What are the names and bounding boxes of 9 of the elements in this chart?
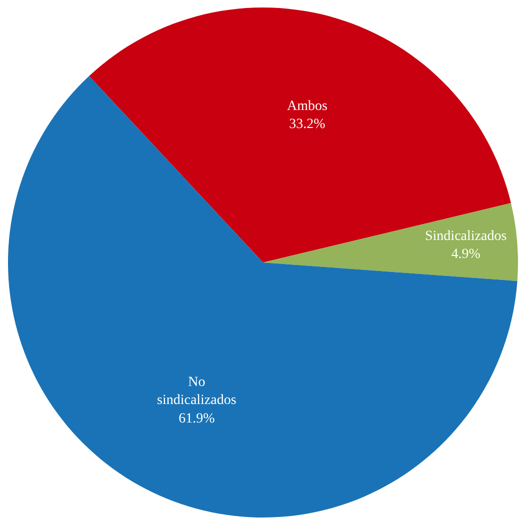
slice-label: No sindicalizados (157, 375, 236, 408)
data-label: 4.9% (451, 247, 481, 262)
pie-slice (8, 76, 518, 518)
data-label: 33.2% (289, 117, 326, 132)
slice-label: Sindicalizados (425, 229, 507, 244)
slice-label: Ambos (287, 99, 328, 114)
pie-slice (263, 203, 518, 281)
data-label: 61.9% (178, 411, 216, 426)
pie-slice (89, 8, 511, 262)
